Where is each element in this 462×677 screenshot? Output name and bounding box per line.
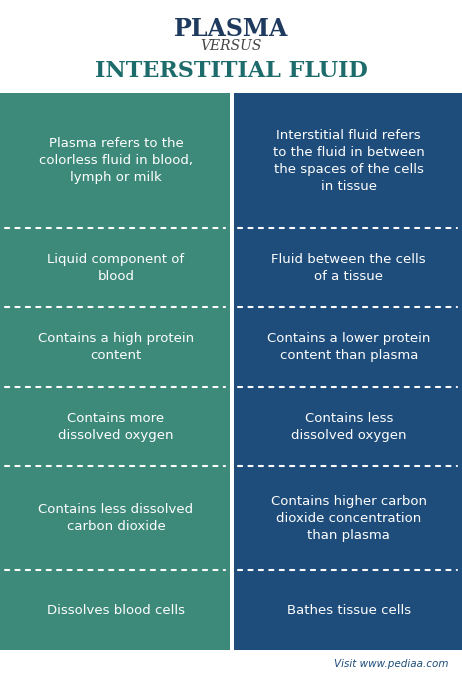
Text: Contains a high protein
content: Contains a high protein content [38,332,194,362]
Text: Fluid between the cells
of a tissue: Fluid between the cells of a tissue [272,253,426,283]
Bar [234,228,462,307]
Text: VERSUS: VERSUS [201,39,261,53]
Text: INTERSTITIAL FLUID: INTERSTITIAL FLUID [95,60,367,81]
Text: Contains less dissolved
carbon dioxide: Contains less dissolved carbon dioxide [38,504,194,533]
Text: Interstitial fluid refers
to the fluid in between
the spaces of the cells
in tis: Interstitial fluid refers to the fluid i… [273,129,425,193]
Bar [234,571,462,650]
Text: Dissolves blood cells: Dissolves blood cells [47,604,185,617]
Text: Plasma refers to the
colorless fluid in blood,
lymph or milk: Plasma refers to the colorless fluid in … [39,137,193,184]
Text: Contains less
dissolved oxygen: Contains less dissolved oxygen [291,412,407,441]
Bar [0,307,230,387]
Bar [234,466,462,571]
Bar [234,387,462,466]
Text: Contains a lower protein
content than plasma: Contains a lower protein content than pl… [267,332,431,362]
Text: Liquid component of
blood: Liquid component of blood [48,253,184,283]
Bar [0,571,230,650]
Bar [0,387,230,466]
Bar [0,228,230,307]
Bar [0,466,230,571]
Bar [0,93,230,228]
Bar [234,307,462,387]
Text: Contains more
dissolved oxygen: Contains more dissolved oxygen [58,412,174,441]
Bar [234,93,462,228]
Text: PLASMA: PLASMA [174,17,288,41]
Text: Visit www.pediaa.com: Visit www.pediaa.com [334,659,448,669]
Text: Bathes tissue cells: Bathes tissue cells [287,604,411,617]
Text: Contains higher carbon
dioxide concentration
than plasma: Contains higher carbon dioxide concentra… [271,495,427,542]
